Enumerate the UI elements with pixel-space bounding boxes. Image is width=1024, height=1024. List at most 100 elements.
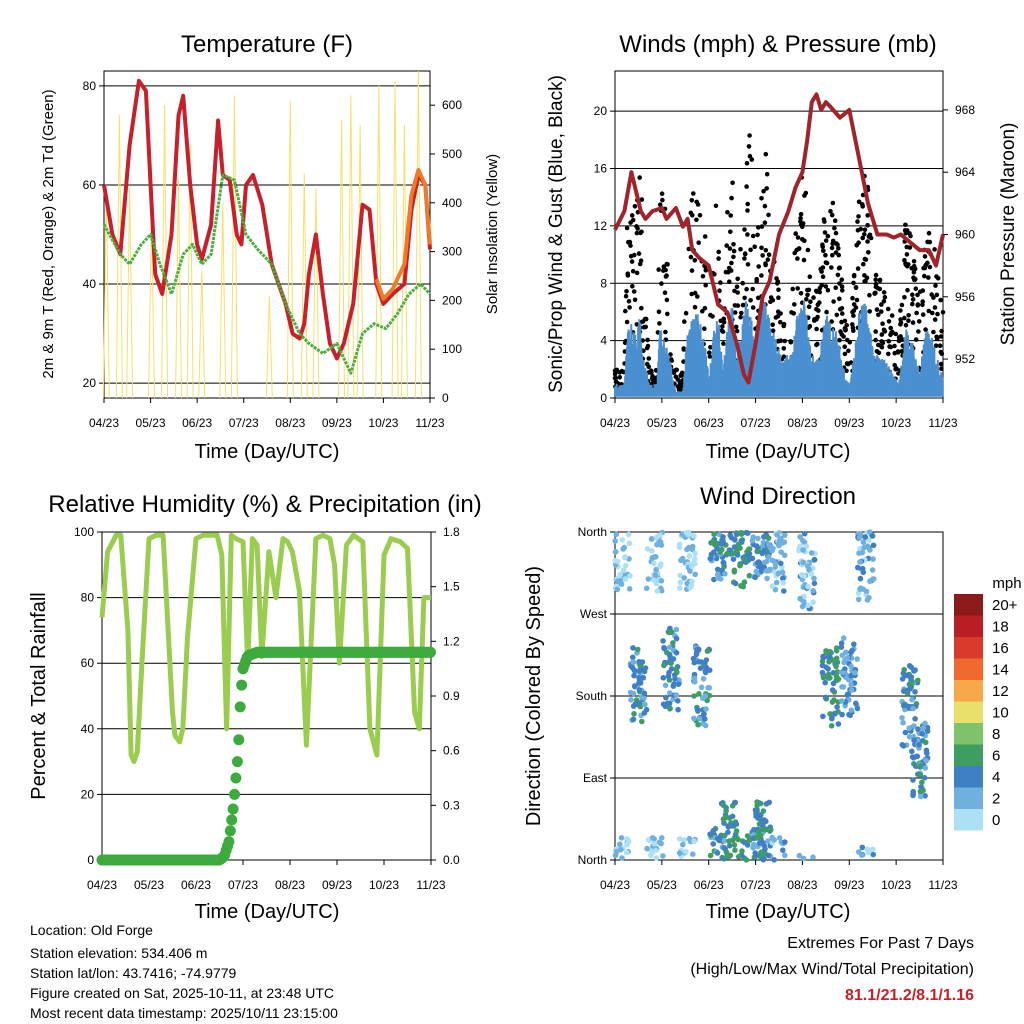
gust-point	[911, 259, 917, 264]
direction-point	[635, 646, 641, 653]
gust-point	[856, 240, 861, 245]
gust-point	[692, 258, 698, 263]
winds-x-ticks: 04/23 05/23 06/23 07/23 08/23 09/23 10/23 11/23	[600, 416, 958, 430]
direction-point	[651, 840, 658, 847]
gust-point	[702, 326, 707, 332]
gust-point	[930, 310, 935, 316]
gust-point	[920, 288, 926, 293]
gust-point	[731, 254, 736, 260]
gust-point	[680, 370, 685, 376]
gust-point	[700, 274, 706, 279]
direction-point	[751, 826, 757, 833]
direction-point	[641, 690, 648, 697]
figure-created: Figure created on Sat, 2025-10-11, at 23…	[30, 985, 335, 1001]
gust-point	[889, 313, 895, 318]
gust-point	[716, 249, 721, 255]
direction-point	[912, 667, 918, 673]
direction-point	[870, 846, 876, 853]
direction-point	[698, 684, 705, 691]
gust-point	[904, 244, 910, 250]
gust-point	[842, 344, 847, 350]
gust-point	[629, 259, 635, 264]
direction-point	[645, 576, 652, 582]
direction-point	[624, 841, 630, 848]
gust-point	[760, 253, 765, 258]
gust-point	[630, 268, 636, 274]
solar-insolation-spike	[198, 271, 206, 399]
direction-point	[648, 852, 654, 858]
direction-point	[910, 705, 916, 712]
direction-point	[644, 546, 651, 552]
direction-point	[912, 716, 918, 722]
direction-point	[662, 703, 669, 710]
direction-point	[811, 575, 817, 582]
direction-point	[767, 566, 773, 573]
direction-point	[707, 831, 713, 837]
gust-point	[752, 244, 757, 250]
direction-point	[769, 834, 775, 841]
gust-point	[798, 215, 803, 221]
direction-point	[723, 808, 729, 814]
gust-point	[747, 153, 753, 159]
direction-point	[693, 651, 700, 658]
direction-point	[626, 540, 633, 547]
y-tick-label: North	[578, 525, 607, 539]
direction-point	[696, 691, 702, 697]
direction-point	[870, 542, 877, 549]
gust-point	[902, 315, 907, 321]
x-tick-label: 10/23	[369, 878, 399, 892]
y2-tick-label: 1.2	[443, 634, 460, 648]
direction-point	[671, 672, 678, 678]
direction-point	[916, 742, 922, 748]
gust-point	[876, 350, 882, 356]
direction-point	[734, 835, 740, 842]
gust-point	[746, 144, 752, 149]
gust-point	[747, 133, 752, 138]
direction-point	[857, 575, 864, 582]
gust-point	[692, 304, 698, 310]
direction-point	[909, 748, 915, 755]
gust-point	[906, 318, 911, 324]
gust-point	[645, 343, 651, 349]
gust-point	[822, 219, 827, 224]
gust-point	[892, 350, 897, 356]
gust-point	[937, 343, 943, 349]
direction-point	[619, 537, 625, 543]
winds-y-label: Sonic/Prop Wind & Gust (Blue, Black)	[546, 75, 567, 393]
gust-point	[775, 309, 781, 315]
gust-point	[645, 337, 650, 343]
direction-point	[906, 725, 912, 732]
direction-point	[630, 716, 637, 723]
winds-x-label: Time (Day/UTC)	[706, 441, 851, 463]
solar-insolation-spike	[265, 295, 273, 399]
direction-point	[854, 656, 860, 662]
direction-point	[906, 734, 913, 740]
direction-point	[853, 700, 859, 707]
gust-point	[773, 315, 779, 320]
solar-insolation-spike	[356, 124, 364, 399]
y2-tick-label: 300	[442, 245, 462, 259]
direction-point	[922, 793, 928, 799]
direction-point	[622, 562, 629, 569]
gust-point	[695, 294, 700, 299]
x-tick-label: 09/23	[834, 416, 864, 430]
gust-point	[920, 299, 925, 304]
gust-point	[748, 298, 753, 303]
gust-point	[637, 175, 642, 180]
direction-point	[722, 815, 729, 821]
y2-tick-label: 100	[442, 342, 462, 356]
direction-point	[869, 533, 876, 539]
direction-point	[810, 599, 816, 605]
gust-point	[742, 256, 747, 261]
pressure-y-ticks: 952 956 960 964 968	[955, 103, 975, 366]
direction-point	[620, 546, 626, 552]
solar-insolation-spike	[126, 188, 134, 399]
gust-point	[862, 256, 868, 262]
gust-point	[866, 234, 872, 239]
gust-point	[700, 308, 705, 314]
precipitation-point	[223, 836, 235, 848]
gust-point	[898, 334, 903, 339]
gust-point	[926, 230, 932, 236]
solar-y-label: Solar Insolation (Yellow)	[484, 154, 501, 314]
